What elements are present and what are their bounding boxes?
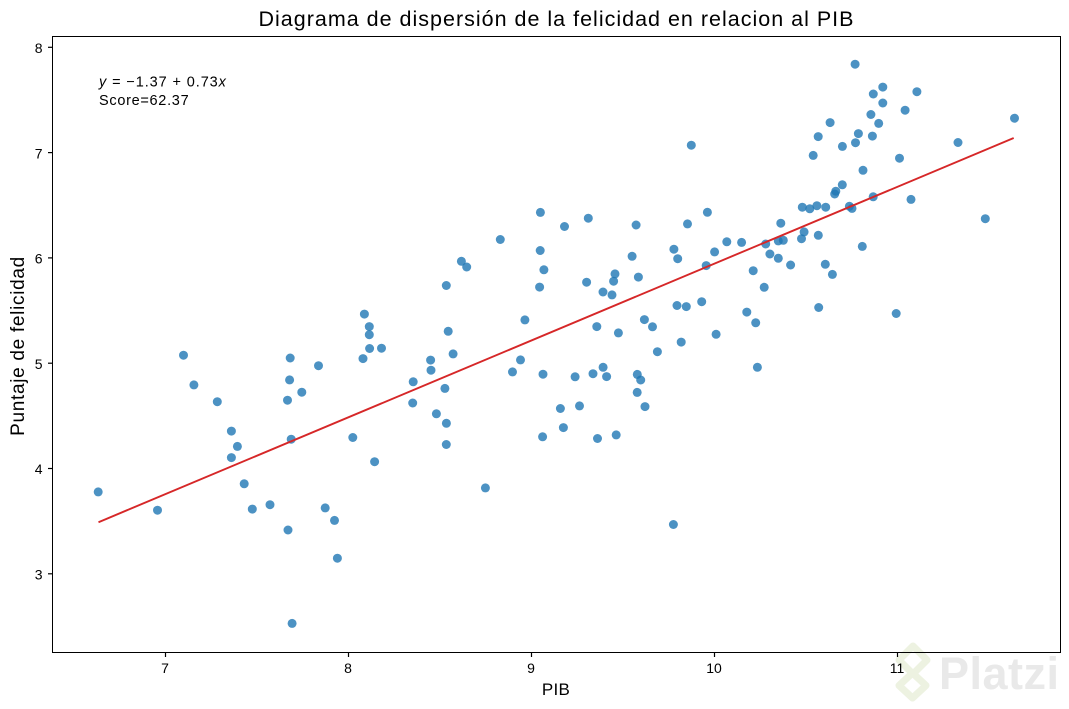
svg-text:10: 10 xyxy=(706,660,722,676)
svg-text:Score=62.37: Score=62.37 xyxy=(99,93,189,109)
svg-text:6: 6 xyxy=(35,251,43,267)
svg-text:9: 9 xyxy=(527,660,535,676)
svg-text:Platzi: Platzi xyxy=(939,648,1060,699)
svg-text:y = −1.37 + 0.73x: y = −1.37 + 0.73x xyxy=(98,74,227,90)
svg-text:Diagrama de dispersión de la f: Diagrama de dispersión de la felicidad e… xyxy=(258,7,854,31)
svg-text:11: 11 xyxy=(890,660,905,676)
svg-text:7: 7 xyxy=(161,660,169,676)
svg-text:8: 8 xyxy=(35,40,43,56)
svg-text:8: 8 xyxy=(344,660,352,676)
svg-text:Puntaje de felicidad: Puntaje de felicidad xyxy=(8,256,29,436)
svg-text:5: 5 xyxy=(35,356,43,372)
svg-text:PIB: PIB xyxy=(542,680,570,699)
svg-text:7: 7 xyxy=(35,145,43,161)
svg-text:4: 4 xyxy=(35,461,43,477)
svg-text:3: 3 xyxy=(35,567,43,583)
